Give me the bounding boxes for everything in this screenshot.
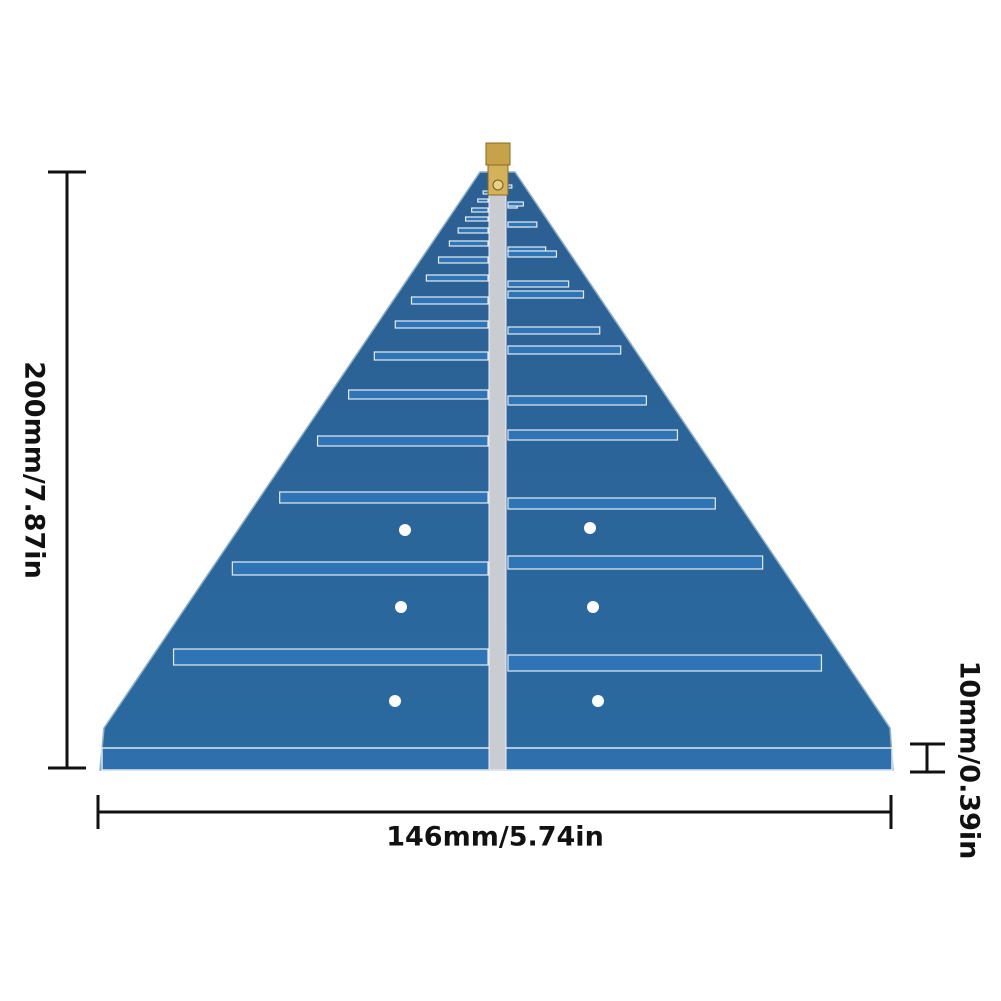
- width-label: 146mm/5.74in: [386, 822, 604, 853]
- dipole-element: [507, 280, 570, 288]
- dipole-element: [348, 389, 489, 400]
- connector-body: [485, 142, 511, 166]
- thickness-dimension: 10mm/0.39in: [910, 661, 985, 860]
- dipole-element: [471, 207, 489, 213]
- dipole-element: [437, 256, 489, 264]
- feed-line: [488, 185, 507, 771]
- hole: [584, 522, 596, 534]
- dipole-element: [507, 395, 647, 406]
- dipole-element: [507, 201, 524, 207]
- dipole-element: [507, 497, 716, 510]
- hole: [592, 695, 604, 707]
- dipole-element: [507, 221, 538, 228]
- dipole-element: [279, 491, 489, 504]
- dipole-element: [425, 274, 489, 282]
- dipole-element: [507, 184, 513, 189]
- dipole-element: [482, 190, 489, 195]
- dipole-element: [464, 216, 489, 222]
- thickness-label: 10mm/0.39in: [954, 661, 985, 860]
- dipole-element: [507, 429, 679, 441]
- dipole-element: [477, 198, 489, 203]
- dipole-element: [316, 435, 489, 447]
- dipole-element: [507, 326, 601, 335]
- height-label: 200mm/7.87in: [19, 361, 50, 579]
- hole: [389, 695, 401, 707]
- sma-connector: [485, 142, 511, 196]
- width-dimension: 146mm/5.74in: [96, 795, 893, 853]
- dipole-element: [507, 250, 558, 258]
- height-dimension: 200mm/7.87in: [19, 170, 86, 770]
- hole: [399, 524, 411, 536]
- dipole-element: [448, 240, 489, 247]
- dipole-element: [172, 648, 489, 666]
- dipole-element: [231, 561, 489, 576]
- mounting-holes: [389, 522, 604, 707]
- dipole-element: [373, 351, 489, 361]
- dipole-elements: [172, 184, 823, 672]
- dipole-element: [394, 320, 489, 329]
- hole: [587, 601, 599, 613]
- dipole-element: [507, 345, 622, 355]
- dipole-element: [507, 654, 823, 672]
- dipole-element: [507, 290, 585, 299]
- connector-pin: [492, 179, 504, 191]
- dipole-element: [507, 555, 764, 570]
- dipole-element: [457, 227, 489, 234]
- hole: [395, 601, 407, 613]
- dipole-element: [410, 296, 489, 305]
